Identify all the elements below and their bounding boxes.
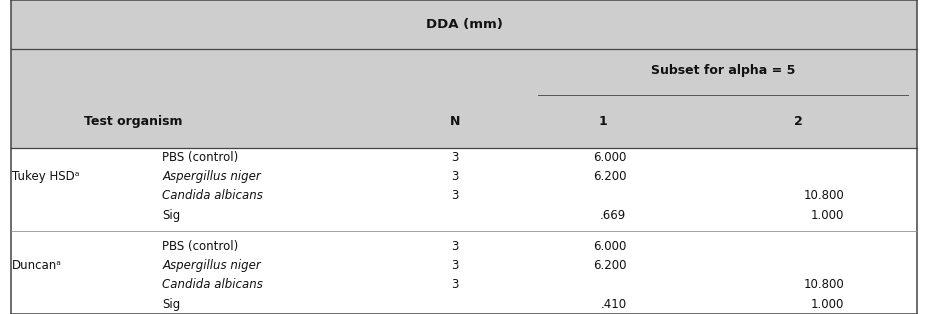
- Text: Candida albicans: Candida albicans: [162, 279, 263, 291]
- Text: 1.000: 1.000: [810, 209, 844, 222]
- Bar: [11, 148, 916, 314]
- Text: Tukey HSDᵃ: Tukey HSDᵃ: [12, 170, 80, 183]
- Text: Duncanᵃ: Duncanᵃ: [12, 259, 62, 272]
- Text: 3: 3: [451, 189, 458, 203]
- Text: PBS (control): PBS (control): [162, 151, 238, 164]
- Text: Sig: Sig: [162, 209, 181, 222]
- Text: 3: 3: [451, 259, 458, 272]
- Text: 1.000: 1.000: [810, 298, 844, 311]
- Text: 6.200: 6.200: [592, 170, 626, 183]
- Text: PBS (control): PBS (control): [162, 240, 238, 253]
- Text: Test organism: Test organism: [84, 115, 183, 128]
- Text: Sig: Sig: [162, 298, 181, 311]
- Text: 3: 3: [451, 151, 458, 164]
- Text: .669: .669: [600, 209, 626, 222]
- Text: 6.000: 6.000: [592, 240, 626, 253]
- Text: 10.800: 10.800: [803, 279, 844, 291]
- Text: .410: .410: [600, 298, 626, 311]
- Text: N: N: [449, 115, 460, 128]
- Text: 3: 3: [451, 170, 458, 183]
- Text: Aspergillus niger: Aspergillus niger: [162, 170, 260, 183]
- Text: Candida albicans: Candida albicans: [162, 189, 263, 203]
- Text: 10.800: 10.800: [803, 189, 844, 203]
- Text: DDA (mm): DDA (mm): [425, 18, 502, 31]
- Bar: [11, 0, 916, 49]
- Text: 3: 3: [451, 240, 458, 253]
- Text: 6.000: 6.000: [592, 151, 626, 164]
- Bar: [11, 49, 916, 148]
- Text: 3: 3: [451, 279, 458, 291]
- Text: 1: 1: [598, 115, 607, 128]
- Text: 6.200: 6.200: [592, 259, 626, 272]
- Text: 2: 2: [793, 115, 802, 128]
- Text: Aspergillus niger: Aspergillus niger: [162, 259, 260, 272]
- Text: Subset for alpha = 5: Subset for alpha = 5: [650, 64, 794, 77]
